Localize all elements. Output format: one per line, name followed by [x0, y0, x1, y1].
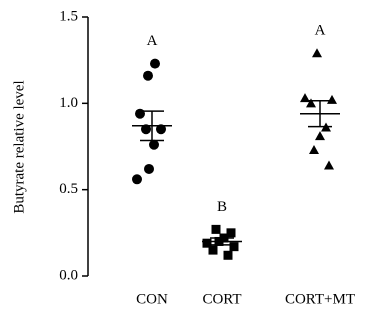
y-axis-label: Butyrate relative level	[11, 80, 27, 213]
data-point	[315, 131, 325, 141]
data-point	[132, 174, 142, 185]
data-point	[309, 144, 319, 154]
x-tick-label: CORT+MT	[285, 291, 355, 307]
y-tick-label: 0.5	[59, 181, 78, 197]
data-point	[144, 163, 154, 174]
data-point	[208, 245, 218, 255]
x-tick-label: CON	[136, 291, 168, 307]
data-point	[223, 250, 233, 260]
data-point	[143, 70, 153, 81]
data-point	[211, 224, 221, 234]
data-point	[135, 108, 145, 119]
data-point	[226, 228, 236, 238]
data-point	[156, 124, 166, 135]
data-point	[300, 93, 310, 103]
significance-letter: A	[147, 33, 158, 49]
x-tick-label: CORT	[202, 291, 241, 307]
y-tick-label: 0.0	[59, 267, 78, 283]
y-tick-label: 1.0	[59, 95, 78, 111]
data-point	[327, 94, 337, 104]
significance-letter: B	[217, 199, 227, 215]
y-tick-label: 1.5	[59, 8, 78, 24]
significance-letter: A	[315, 23, 326, 39]
data-point	[141, 124, 151, 135]
data-point	[324, 160, 334, 170]
data-point	[149, 139, 159, 150]
data-point	[306, 98, 316, 108]
data-point	[312, 48, 322, 58]
data-point	[150, 58, 160, 69]
data-point	[202, 238, 212, 248]
data-point	[229, 242, 239, 252]
